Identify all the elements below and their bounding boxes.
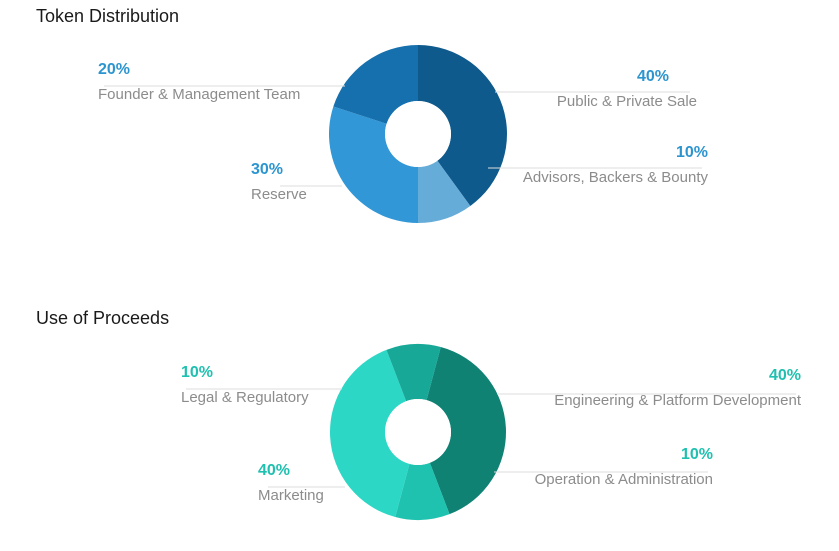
donut-slice-reserve	[328, 106, 418, 223]
slice-percent-label: 10%	[676, 144, 708, 161]
slice-percent-label: 40%	[258, 462, 290, 479]
slice-percent-label: 40%	[769, 367, 801, 384]
token-distribution-donut-chart: 40% Public & Private Sale 10% Advisors, Bac…	[98, 45, 709, 223]
use-of-proceeds-donut-chart: 40% Engineering & Platform Development 10%…	[181, 344, 802, 520]
slice-category-label: Marketing	[258, 487, 324, 504]
slice-percent-label: 40%	[637, 68, 669, 85]
slice-category-label: Founder & Management Team	[98, 86, 300, 103]
donut-hole	[385, 101, 451, 167]
slice-category-label: Engineering & Platform Development	[554, 392, 802, 409]
donut-slice-founder-management-team	[333, 45, 418, 124]
slice-percent-label: 20%	[98, 61, 130, 78]
donut-slice-advisors-backers-bounty	[418, 160, 471, 223]
donut-hole	[385, 399, 451, 465]
donut-slice-marketing	[330, 349, 410, 518]
donut-slice-legal-regulatory	[386, 344, 441, 402]
slice-category-label: Legal & Regulatory	[181, 389, 309, 406]
token-distribution-title: Token Distribution	[36, 6, 180, 26]
slice-percent-label: 30%	[251, 161, 283, 178]
slice-category-label: Public & Private Sale	[557, 93, 697, 110]
slice-category-label: Advisors, Backers & Bounty	[523, 169, 709, 186]
slice-category-label: Operation & Administration	[535, 471, 713, 488]
donut-slice-public-private-sale	[418, 45, 507, 207]
donut-slice-engineering-platform-development	[426, 346, 506, 515]
use-of-proceeds-title: Use of Proceeds	[36, 308, 170, 328]
slice-percent-label: 10%	[181, 364, 213, 381]
slice-category-label: Reserve	[251, 186, 307, 203]
donut-slice-operation-administration	[395, 462, 450, 520]
slice-percent-label: 10%	[681, 446, 713, 463]
